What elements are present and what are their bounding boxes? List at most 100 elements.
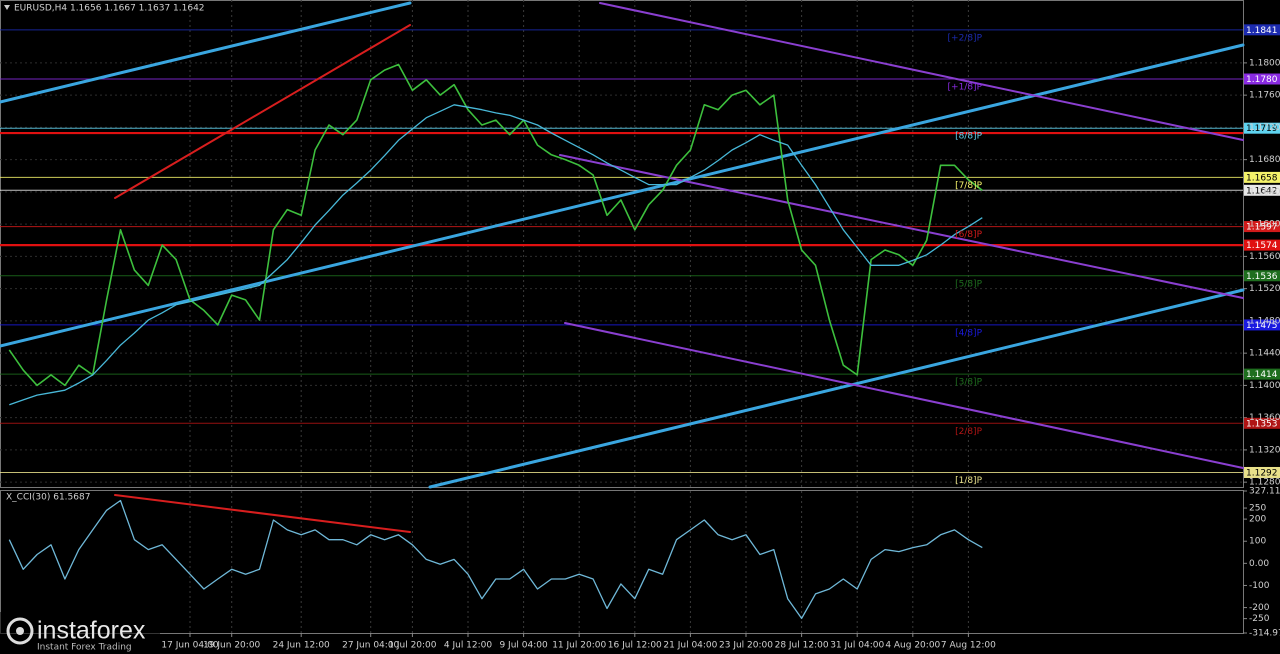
y-tick-label: -314.975 [1249, 629, 1280, 639]
price-tag [1244, 368, 1280, 380]
x-tick-label: 1 Jul 20:00 [388, 641, 437, 651]
murray-label: [5/8]P [955, 279, 983, 289]
y-tick-label: 1.1680 [1249, 155, 1280, 165]
price-tag-label: 1.1353 [1246, 419, 1278, 429]
indicator-title: X_CCI(30) 61.5687 [6, 493, 90, 503]
trend-lines [0, 1, 1245, 533]
y-tick-label: 200 [1249, 515, 1266, 525]
trend-line [114, 24, 411, 199]
price-tag-label: 1.1780 [1246, 75, 1278, 85]
price-tag-label: 1.1292 [1246, 468, 1278, 478]
trend-line [428, 288, 1245, 489]
price-tag [1244, 122, 1280, 134]
price-tag-label: 1.1841 [1246, 26, 1278, 36]
x-tick-label: 4 Aug 20:00 [885, 641, 940, 651]
price-tag-label: 1.1475 [1246, 321, 1278, 331]
x-tick-label: 19 Jun 20:00 [203, 641, 260, 651]
channel-line [559, 154, 1244, 299]
y-tick-label: 1.1360 [1249, 413, 1280, 423]
price-tag-label: 1.1597 [1246, 223, 1278, 233]
y-tick-label: 1.1640 [1249, 187, 1280, 197]
y-tick-label: 1.1440 [1249, 349, 1280, 359]
price-tag [1244, 239, 1280, 251]
series-line [8, 63, 983, 387]
price-tag-label: 1.1414 [1246, 370, 1278, 380]
price-tag [1244, 184, 1280, 196]
y-tick-label: -250 [1249, 614, 1270, 624]
price-tag [1244, 270, 1280, 282]
y-tick-label: 100 [1249, 537, 1266, 547]
murray-label: [1/8]P [955, 476, 983, 486]
y-tick-label: 1.1520 [1249, 284, 1280, 294]
x-tick-label: 16 Jul 12:00 [608, 641, 662, 651]
x-tick-label: 28 Jul 12:00 [775, 641, 829, 651]
cci-pane-border [0, 490, 1244, 634]
murray-label: [7/8]P [955, 181, 983, 191]
channel-line [564, 322, 1244, 469]
y-tick-label: 1.1400 [1249, 381, 1280, 391]
price-tag-label: 1.1658 [1246, 173, 1278, 183]
x-tick-label: 7 Aug 12:00 [941, 641, 996, 651]
main-pane-border [0, 0, 1244, 488]
x-tick-label: 17 Jun 04:00 [161, 641, 218, 651]
y-tick-label: 250 [1249, 504, 1266, 514]
symbol-icon [4, 5, 10, 10]
divergence-line [114, 494, 411, 533]
y-tick-label: 0.00 [1249, 559, 1269, 569]
price-tags: 1.1841 [+2/8]P 1.1780 [+1/8]P 1.1719 [8/8]P 1.… [948, 24, 1280, 486]
murray-label: [+2/8]P [948, 33, 983, 43]
murray-label: [2/8]P [955, 427, 983, 437]
price-tag [1244, 171, 1280, 183]
x-tick-label: 4 Jul 12:00 [444, 641, 493, 651]
murray-label: [3/8]P [955, 378, 983, 388]
price-tag-label: 1.1574 [1246, 241, 1278, 251]
logo-icon-dot [16, 627, 24, 635]
y-tick-label: 1.1720 [1249, 123, 1280, 133]
price-tag [1244, 417, 1280, 429]
y-tick-label: 327.116 [1249, 487, 1280, 497]
x-tick-label: 27 Jun 04:00 [342, 641, 399, 651]
y-tick-label: 1.1800 [1249, 58, 1280, 68]
x-tick-label: 9 Jul 04:00 [499, 641, 548, 651]
logo: instaforex Instant Forex Trading [0, 612, 160, 654]
series-line [8, 499, 983, 620]
y-tick-label: 1.1560 [1249, 252, 1280, 262]
price-tag [1244, 24, 1280, 36]
y-tick-label: 1.1760 [1249, 91, 1280, 101]
y-tick-label: 1.1320 [1249, 445, 1280, 455]
logo-icon [6, 617, 34, 645]
logo-text: instaforex [37, 617, 146, 645]
x-tick-label: 23 Jul 20:00 [719, 641, 773, 651]
price-tag [1244, 221, 1280, 233]
y-tick-label: -200 [1249, 603, 1270, 613]
y-tick-label: 1.1600 [1249, 220, 1280, 230]
y-tick-label: -100 [1249, 581, 1270, 591]
y-tick-label: 1.1480 [1249, 316, 1280, 326]
chart-title: EURUSD,H4 1.1656 1.1667 1.1637 1.1642 [14, 4, 205, 14]
price-tag [1244, 319, 1280, 331]
murray-label: [8/8]P [955, 132, 983, 142]
x-tick-label: 31 Jul 04:00 [830, 641, 884, 651]
x-tick-label: 24 Jun 12:00 [273, 641, 330, 651]
price-tag [1244, 73, 1280, 85]
murray-label: [4/8]P [955, 328, 983, 338]
x-tick-label: 11 Jul 20:00 [552, 641, 606, 651]
y-tick-label: 1.1280 [1249, 478, 1280, 488]
murray-label: [+1/8]P [948, 83, 983, 93]
price-tag [1244, 466, 1280, 478]
price-tag-label: 1.1536 [1246, 272, 1278, 282]
trend-line [0, 1, 412, 104]
levels [0, 29, 1243, 473]
price-tag-label: 1.1719 [1246, 124, 1278, 134]
logo-tagline: Instant Forex Trading [37, 643, 132, 653]
logo-backdrop [0, 612, 160, 654]
price-tag-label: 1.1642 [1246, 186, 1278, 196]
channel-line [599, 2, 1244, 141]
series [8, 63, 983, 620]
series-line [9, 104, 983, 406]
x-tick-label: 21 Jul 04:00 [663, 641, 717, 651]
murray-label: [6/8]P [955, 230, 983, 240]
